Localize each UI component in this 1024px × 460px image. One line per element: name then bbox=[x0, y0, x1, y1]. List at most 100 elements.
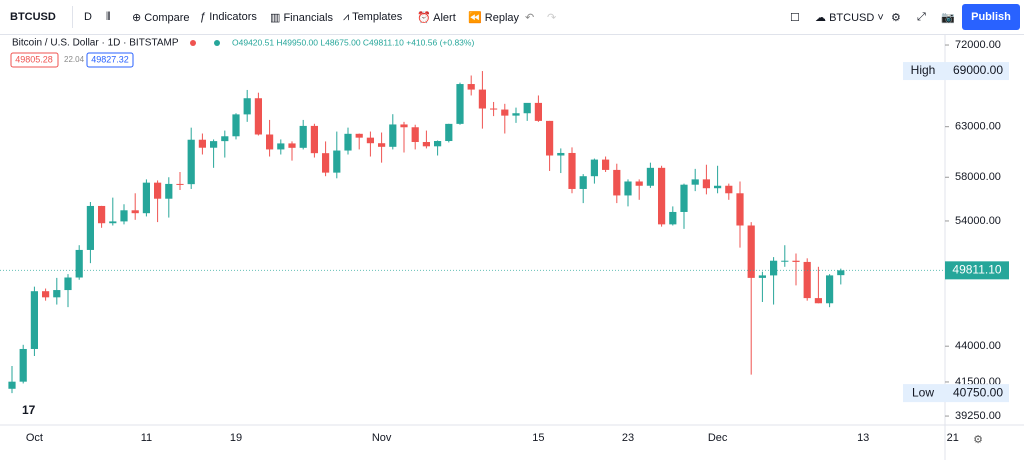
candle-body bbox=[98, 205, 106, 224]
candle-body bbox=[411, 127, 419, 143]
candle-body bbox=[366, 137, 374, 144]
candle-body bbox=[30, 291, 38, 349]
legend-name: Bitcoin / U.S. Dollar · 1D · BITSTAMP bbox=[12, 38, 179, 49]
x-tick-label: 15 bbox=[532, 432, 544, 444]
x-tick-label: 23 bbox=[622, 432, 634, 444]
candle-body bbox=[400, 124, 408, 128]
x-tick-label: 21 bbox=[947, 432, 959, 444]
candle-body bbox=[669, 211, 677, 225]
y-tick-label: 63000.00 bbox=[955, 121, 1001, 133]
x-tick-label: Dec bbox=[708, 432, 728, 444]
separator bbox=[72, 6, 73, 28]
symbol[interactable]: BTCUSD bbox=[10, 11, 56, 23]
indicators[interactable]: ƒ Indicators bbox=[200, 11, 257, 23]
candle-body bbox=[344, 133, 352, 151]
x-tick-label: 11 bbox=[141, 432, 152, 444]
candle-body bbox=[232, 114, 240, 137]
candle-body bbox=[299, 125, 307, 148]
settings[interactable]: ⚙ bbox=[891, 12, 901, 24]
candle-body bbox=[210, 141, 218, 148]
interval[interactable]: D bbox=[84, 11, 92, 23]
candle-body bbox=[523, 102, 531, 114]
compare[interactable]: ⊕ Compare bbox=[132, 12, 190, 24]
candle-body bbox=[646, 167, 654, 186]
candle-body bbox=[322, 153, 330, 173]
financials[interactable]: ▥ Financials bbox=[270, 12, 333, 24]
candle-body bbox=[814, 298, 822, 304]
marker-label: 40750.00 bbox=[953, 385, 1003, 399]
y-tick-label: 54000.00 bbox=[955, 215, 1001, 227]
bid-box bbox=[10, 52, 59, 68]
candle-body bbox=[266, 134, 274, 150]
candle-body bbox=[546, 120, 554, 156]
marker-box bbox=[903, 62, 1009, 81]
candle-body bbox=[8, 381, 16, 389]
candle-body bbox=[131, 210, 139, 214]
candle-body bbox=[142, 182, 150, 214]
candle-body bbox=[803, 261, 811, 299]
marker-label: 69000.00 bbox=[953, 63, 1003, 77]
candle-body bbox=[658, 167, 666, 225]
candle-body bbox=[467, 84, 475, 90]
redo[interactable]: ↷ bbox=[547, 12, 557, 24]
alert[interactable]: ⏰ Alert bbox=[417, 12, 456, 24]
candle-body bbox=[568, 152, 576, 189]
publish-button[interactable]: Publish bbox=[962, 4, 1020, 30]
replay[interactable]: ⏪ Replay bbox=[468, 12, 520, 24]
x-tick-label: 13 bbox=[857, 432, 869, 444]
candle-body bbox=[680, 184, 688, 212]
candle-body bbox=[478, 89, 486, 109]
candle-body bbox=[770, 260, 778, 276]
candle-body bbox=[714, 185, 722, 189]
candle-body bbox=[378, 143, 386, 147]
x-tick-label: 19 bbox=[230, 432, 242, 444]
candle-body bbox=[389, 124, 397, 147]
legend-ohlc: O49420.51 H49950.00 L48675.00 C49811.10 … bbox=[232, 37, 474, 47]
undo[interactable]: ↶ bbox=[525, 12, 535, 24]
y-tick-label: 44000.00 bbox=[955, 340, 1001, 352]
candle-body bbox=[53, 290, 61, 298]
chart-style-icon[interactable]: ⫴ bbox=[106, 11, 111, 23]
x-tick-label: Oct bbox=[26, 432, 43, 444]
candle-body bbox=[512, 113, 520, 116]
last-price-box bbox=[945, 261, 1009, 280]
candle-body bbox=[456, 84, 464, 124]
legend-dot bbox=[214, 40, 220, 46]
candle-body bbox=[579, 176, 587, 189]
candle-body bbox=[490, 108, 498, 110]
logo: 17 bbox=[22, 403, 36, 417]
candle-body bbox=[557, 152, 565, 156]
candle-body bbox=[19, 348, 27, 382]
candle-body bbox=[736, 193, 744, 226]
candle-body bbox=[198, 139, 206, 148]
candle-body bbox=[86, 205, 94, 250]
candle-body bbox=[534, 102, 542, 121]
marker-box bbox=[903, 384, 1009, 403]
chart: Bitcoin / U.S. Dollar · 1D · BITSTAMP O4… bbox=[0, 35, 1024, 460]
candle-body bbox=[310, 125, 318, 154]
legend-dot bbox=[190, 40, 196, 46]
last-price-label: 49811.10 bbox=[952, 263, 1001, 277]
candle-body bbox=[624, 181, 632, 196]
marker-text: High bbox=[911, 63, 936, 77]
axis-settings[interactable]: ⚙ bbox=[973, 434, 983, 446]
y-tick-label: 72000.00 bbox=[955, 39, 1001, 51]
candle-body bbox=[243, 98, 251, 115]
candle-body bbox=[120, 210, 128, 222]
bid: 49805.28 bbox=[15, 54, 53, 64]
fullscreen[interactable]: ⤢ bbox=[917, 11, 926, 23]
templates[interactable]: ⩘ Templates bbox=[343, 11, 403, 23]
symbol-right[interactable]: ☁ BTCUSD ˅ bbox=[815, 12, 884, 24]
candle-body bbox=[422, 142, 430, 147]
candle-body bbox=[758, 275, 766, 278]
candle-body bbox=[75, 249, 83, 278]
candle-body bbox=[109, 221, 117, 224]
snapshot[interactable]: 📷 bbox=[941, 12, 955, 24]
candle-body bbox=[434, 141, 442, 147]
candle-body bbox=[826, 275, 834, 304]
candle-body bbox=[42, 291, 50, 298]
candle-body bbox=[781, 260, 789, 262]
candle-body bbox=[165, 183, 173, 199]
layout-icon[interactable]: ☐ bbox=[790, 12, 800, 24]
